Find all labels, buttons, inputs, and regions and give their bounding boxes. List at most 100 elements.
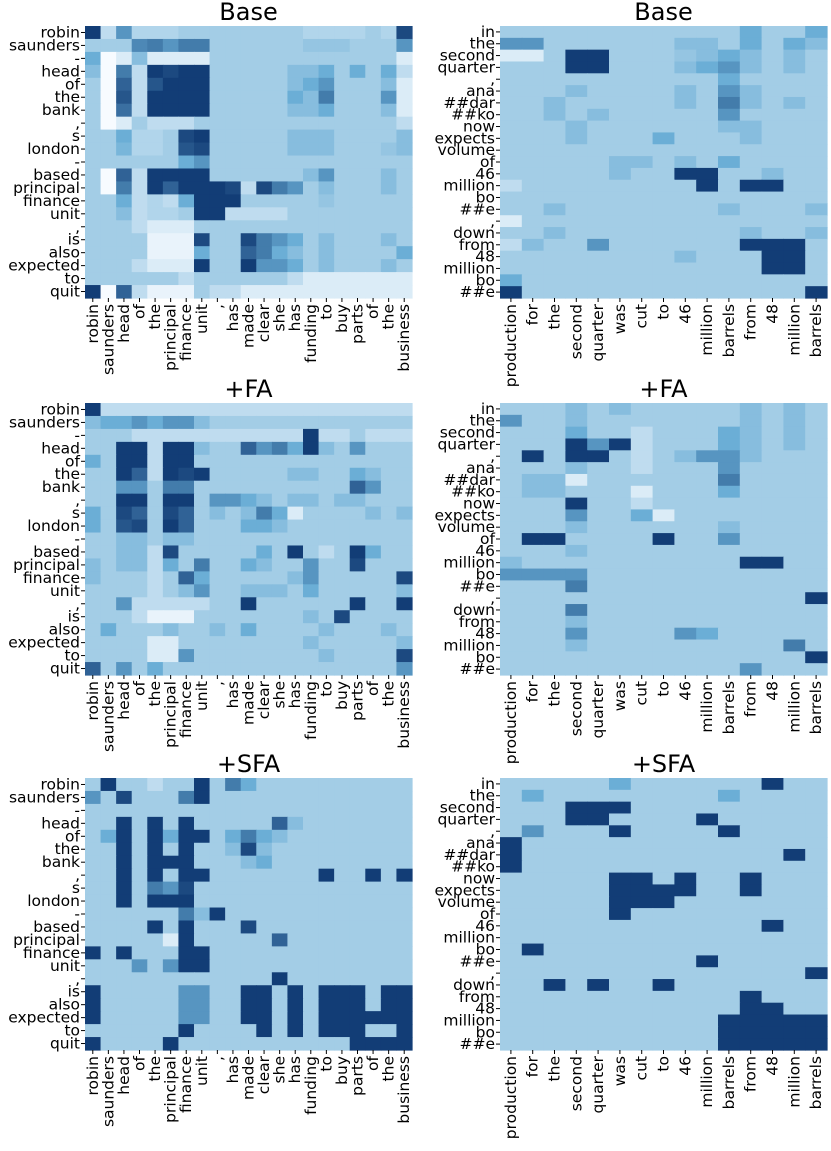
heatmap-cell — [271, 985, 289, 999]
heatmap-cell — [500, 438, 523, 451]
x-tick-label: unit — [193, 1056, 211, 1086]
heatmap-cell — [147, 26, 164, 40]
heatmap-cell — [587, 943, 610, 956]
heatmap-cell — [318, 129, 335, 144]
heatmap-cell — [256, 441, 273, 456]
heatmap-cell — [380, 428, 398, 443]
heatmap-cell — [609, 215, 632, 228]
y-tick-label: ##e — [459, 283, 495, 301]
heatmap-cell — [718, 860, 741, 874]
heatmap-cell — [739, 908, 763, 921]
heatmap-cell — [85, 519, 102, 534]
heatmap-cell — [194, 38, 211, 53]
heatmap-cell — [521, 497, 545, 511]
heatmap-cell — [194, 545, 211, 560]
heatmap-cell — [500, 778, 523, 791]
heatmap-cell — [718, 651, 741, 664]
heatmap-cell — [178, 855, 195, 870]
heatmap-cell — [543, 61, 566, 74]
heatmap-cell — [318, 64, 335, 79]
heatmap-cell — [674, 473, 697, 487]
heatmap-cell — [287, 129, 304, 144]
heatmap-cell — [739, 1026, 763, 1039]
heatmap-cell — [225, 480, 242, 495]
heatmap-cell — [805, 73, 828, 86]
heatmap-cell — [521, 533, 545, 546]
heatmap-cell — [565, 533, 588, 546]
heatmap-cell — [240, 790, 257, 805]
heatmap-cell — [178, 181, 195, 195]
x-tick-label: of — [131, 303, 149, 318]
heatmap-cell — [761, 414, 784, 428]
heatmap-cell — [318, 506, 335, 521]
heatmap-cell — [178, 662, 195, 676]
heatmap-cell — [652, 860, 675, 874]
heatmap-cell — [85, 532, 102, 547]
heatmap-cell — [674, 837, 697, 850]
x-tick-label: quarter — [589, 680, 607, 738]
heatmap-cell — [365, 168, 382, 183]
heatmap-cell — [162, 972, 180, 986]
heatmap-cell — [587, 967, 610, 980]
heatmap-cell — [225, 816, 242, 831]
heatmap-cell — [521, 403, 545, 416]
heatmap-cell — [565, 778, 588, 791]
x-tick-label: unit — [193, 681, 211, 711]
heatmap-cell — [131, 920, 148, 935]
y-tick-label: bo — [476, 1023, 495, 1041]
heatmap-cell — [396, 920, 413, 935]
heatmap-cell — [85, 403, 102, 417]
heatmap-cell — [630, 592, 654, 605]
heatmap-cell — [116, 415, 133, 430]
heatmap-cell — [565, 568, 588, 581]
heatmap-cell — [178, 545, 195, 560]
heatmap-cell — [500, 1026, 523, 1039]
heatmap-cell — [209, 428, 226, 443]
heatmap-cell — [318, 441, 335, 456]
heatmap-cell — [652, 825, 675, 838]
heatmap-cell — [271, 116, 289, 131]
heatmap-cell — [178, 259, 195, 273]
heatmap-cell — [609, 556, 632, 570]
heatmap-cell — [380, 558, 398, 572]
heatmap-cell — [521, 639, 545, 652]
heatmap-cell — [225, 233, 242, 247]
heatmap-title: +FA — [224, 375, 273, 403]
heatmap-cell — [565, 414, 588, 428]
heatmap-cell — [696, 592, 719, 605]
heatmap-cell — [805, 485, 828, 499]
heatmap-cell — [240, 623, 257, 637]
heatmap-cell — [147, 1011, 164, 1025]
heatmap-cell — [131, 454, 148, 469]
heatmap-cell — [256, 907, 273, 922]
heatmap-cell — [116, 558, 133, 572]
heatmap-cell — [543, 96, 566, 110]
heatmap-cell — [739, 1002, 763, 1016]
heatmap-cell — [303, 816, 320, 831]
y-tick-label: robin — [41, 775, 80, 793]
heatmap-cell — [271, 829, 289, 844]
x-tick-label: business — [395, 1056, 413, 1124]
heatmap-cell — [85, 77, 102, 92]
heatmap-cell — [162, 959, 180, 973]
y-tick-label: , — [75, 970, 80, 988]
x-tick-label: clear — [255, 1055, 273, 1094]
heatmap-cell — [674, 509, 697, 522]
heatmap-cell — [365, 972, 382, 986]
heatmap-cell — [240, 26, 257, 40]
heatmap-cell — [349, 207, 366, 221]
heatmap-cell — [318, 233, 335, 247]
y-tick-label: principal — [13, 179, 80, 197]
heatmap-cell — [805, 473, 828, 487]
x-tick-label: the — [546, 681, 564, 706]
heatmap-cell — [287, 1037, 304, 1051]
heatmap-cell — [116, 1037, 133, 1051]
heatmap-cell — [805, 896, 828, 909]
heatmap-cell — [521, 274, 545, 287]
heatmap-cell — [100, 584, 117, 598]
heatmap-cell — [396, 181, 413, 195]
heatmap-cell — [131, 881, 148, 896]
heatmap-cell — [674, 931, 697, 945]
heatmap-cell — [209, 933, 226, 947]
heatmap-cell — [334, 519, 351, 534]
